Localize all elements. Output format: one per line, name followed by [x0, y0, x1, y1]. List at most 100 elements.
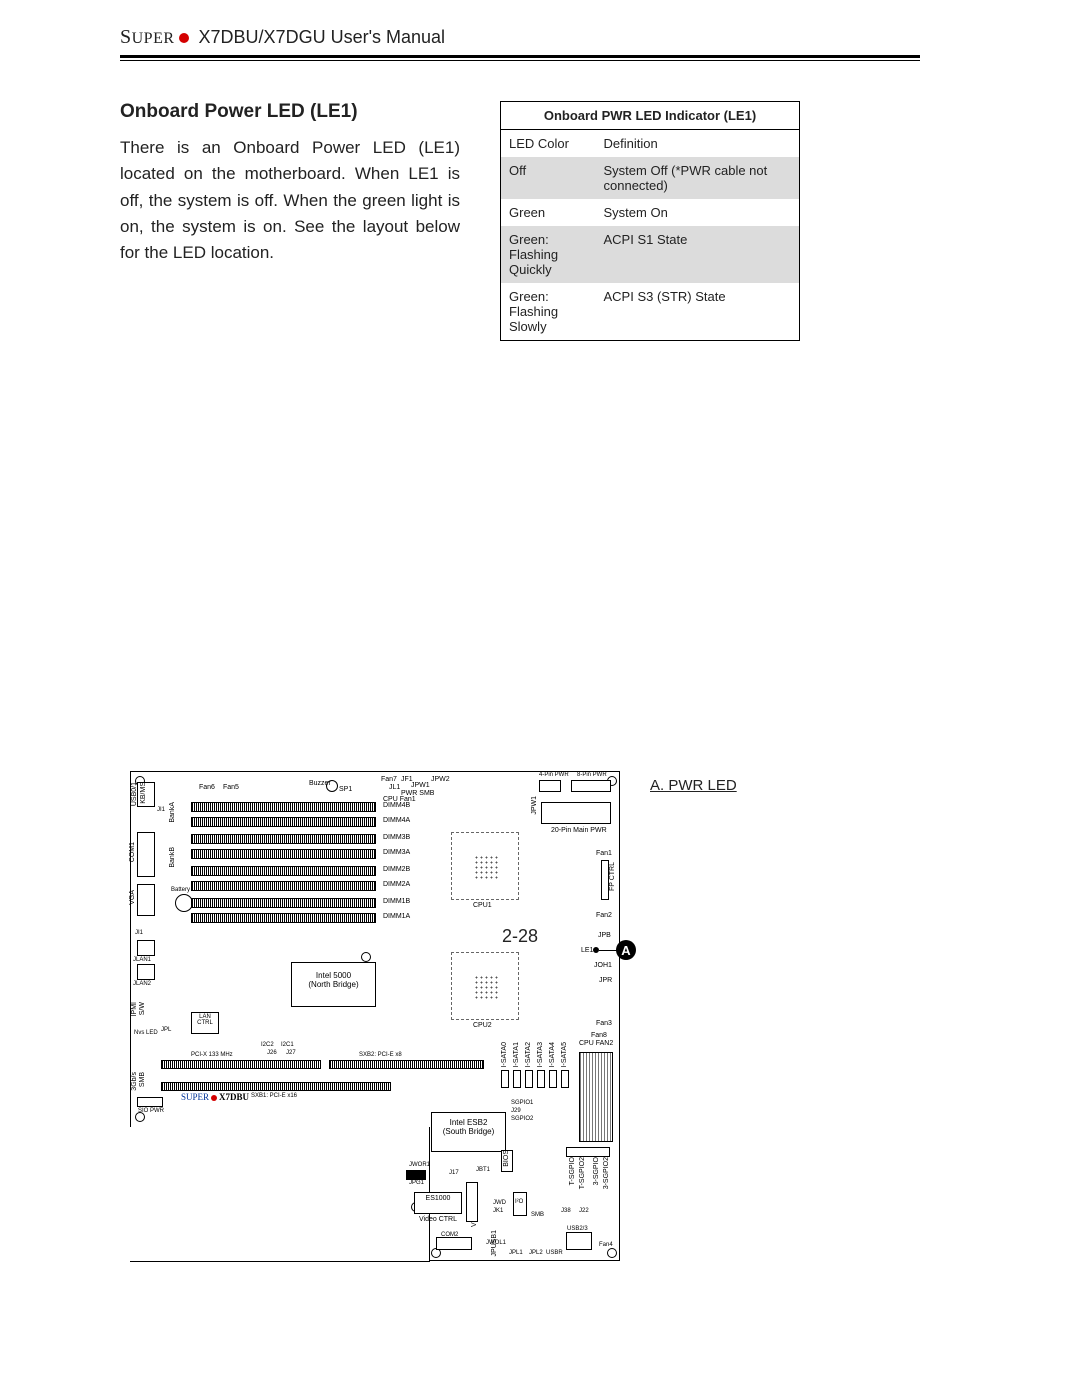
lbl-j17: J17: [449, 1170, 459, 1176]
lbl-tsgpio: T-SGPIO: [569, 1157, 576, 1185]
motherboard-diagram: Fan6 Fan5 Buzzer SP1 Fan7 JF1 JPW1 JPW2 …: [130, 771, 620, 1261]
lbl-sata3: I-SATA3: [537, 1042, 544, 1067]
lbl-fan4: Fan4: [599, 1242, 613, 1248]
lbl-fan7: Fan7: [381, 776, 397, 783]
brand-dot-icon: [179, 33, 189, 43]
lbl-i2o: I²O: [515, 1199, 523, 1205]
lbl-jwol1: JWOL1: [486, 1240, 506, 1246]
table-cell: System On: [596, 199, 800, 226]
lbl-i2c1: I2C1: [281, 1042, 294, 1048]
lbl-jpl: JPL: [161, 1027, 171, 1033]
lbl-usb23: USB2/3: [567, 1226, 588, 1232]
lbl-jl1: JL1: [389, 784, 400, 791]
page-number: 2-28: [120, 926, 920, 947]
table-cell: ACPI S3 (STR) State: [596, 283, 800, 341]
lbl-es1000: ES1000: [415, 1195, 461, 1202]
lbl-jlan2: JLAN2: [133, 981, 151, 987]
lbl-fan6: Fan6: [199, 784, 215, 791]
lbl-brand: X7DBU: [219, 1092, 249, 1102]
lbl-battery: Battery: [171, 887, 190, 893]
table-row: Off System Off (*PWR cable not connected…: [501, 157, 800, 199]
lbl-dimm3b: DIMM3B: [383, 834, 410, 841]
lbl-3sgpio: 3-SGPIO: [593, 1157, 600, 1185]
lbl-usbr: USBR: [546, 1250, 563, 1256]
page-header: SUPER X7DBU/X7DGU User's Manual: [120, 26, 920, 53]
lbl-banka: BankA: [169, 802, 176, 823]
lbl-fpctrl: FP CTRL: [609, 862, 616, 891]
lbl-j38: J38: [561, 1208, 571, 1214]
lbl-sata4: I-SATA4: [549, 1042, 556, 1067]
lbl-sata1: I-SATA1: [513, 1042, 520, 1067]
lbl-jpw1: JPW1: [411, 782, 430, 789]
header-rule-thick: [120, 55, 920, 58]
table-row: Green: Flashing Quickly ACPI S1 State: [501, 226, 800, 283]
lbl-videoctrl: Video CTRL: [419, 1216, 457, 1223]
lbl-le1: LE1: [581, 947, 593, 954]
lbl-jpg1: JPG1: [409, 1180, 424, 1186]
lbl-4pin: 4-Pin PWR: [539, 772, 569, 778]
led-indicator-table: Onboard PWR LED Indicator (LE1) LED Colo…: [500, 101, 800, 341]
lbl-sb2: (South Bridge): [432, 1127, 505, 1136]
lbl-sb1: Intel ESB2: [432, 1118, 505, 1127]
lbl-ctrl: CTRL: [192, 1020, 218, 1026]
lbl-fan5: Fan5: [223, 784, 239, 791]
lbl-brandpre: SUPER: [181, 1092, 209, 1102]
table-row: Green System On: [501, 199, 800, 226]
table-cell: ACPI S1 State: [596, 226, 800, 283]
lbl-mainpwr: 20-Pin Main PWR: [551, 827, 607, 834]
lbl-com2: COM2: [441, 1232, 458, 1238]
table-cell: Off: [501, 157, 596, 199]
lbl-dimm2a: DIMM2A: [383, 881, 410, 888]
lbl-pcix: PCI-X 133 MHz: [191, 1052, 233, 1058]
lbl-sata2: I-SATA2: [525, 1042, 532, 1067]
lbl-jwor1: JWOR1: [409, 1162, 430, 1168]
lbl-sxb2: SXB2: PCI-E x8: [359, 1052, 402, 1058]
lbl-cpu1: CPU1: [473, 902, 492, 909]
lbl-jpl2b: JPL2: [529, 1250, 543, 1256]
lbl-nb1: Intel 5000: [292, 971, 375, 980]
lbl-8pin: 8-Pin PWR: [577, 772, 607, 778]
lbl-cpufan2: CPU FAN2: [579, 1040, 613, 1047]
lbl-sxb1: SXB1: PCI-E x16: [251, 1093, 297, 1099]
lbl-jpl1b: JPL1: [509, 1250, 523, 1256]
lbl-jwd: JWD: [493, 1200, 506, 1206]
lbl-j22: J22: [579, 1208, 589, 1214]
lbl-kbms: KB/MS: [140, 782, 147, 804]
brand-uper: UPER: [132, 30, 175, 47]
lbl-i2c: I2C2: [261, 1042, 274, 1048]
lbl-ji1: JI1: [157, 807, 165, 813]
brand-dot-small-icon: [211, 1095, 217, 1101]
lbl-smb: SMB: [531, 1212, 544, 1218]
table-cell: Green: [501, 199, 596, 226]
lbl-jlan1: JLAN1: [133, 957, 151, 963]
lbl-jpw2: JPW2: [431, 776, 450, 783]
lbl-cpu2: CPU2: [473, 1022, 492, 1029]
lbl-sata0: I-SATA0: [501, 1042, 508, 1067]
lbl-smb2: SMB: [139, 1072, 146, 1087]
lbl-3gbs: 3Gb/s: [131, 1072, 138, 1091]
lbl-j29: J29: [511, 1108, 521, 1114]
lbl-jpr: JPR: [599, 977, 612, 984]
lbl-joh1: JOH1: [594, 962, 612, 969]
callout-a: A. PWR LED: [650, 777, 737, 794]
lbl-sp1: SP1: [339, 786, 352, 793]
table-cell: System Off (*PWR cable not connected): [596, 157, 800, 199]
table-cell: Green: Flashing Quickly: [501, 226, 596, 283]
table-title: Onboard PWR LED Indicator (LE1): [501, 102, 800, 130]
header-rule-thin: [120, 60, 920, 61]
section-paragraph: There is an Onboard Power LED (LE1) loca…: [120, 135, 460, 267]
lbl-dimm1a: DIMM1A: [383, 913, 410, 920]
lbl-dimm4a: DIMM4A: [383, 817, 410, 824]
lbl-usb01: USB0/1: [131, 782, 138, 806]
brand-logo: SUPER: [120, 26, 175, 49]
lbl-jk1: JK1: [493, 1208, 503, 1214]
manual-title: X7DBU/X7DGU User's Manual: [199, 27, 446, 48]
lbl-fan2: Fan2: [596, 912, 612, 919]
lbl-j26: J26: [267, 1050, 277, 1056]
lbl-siopwr: SIO PWR: [138, 1108, 164, 1114]
table-col2-header: Definition: [596, 130, 800, 158]
table-cell: Green: Flashing Slowly: [501, 283, 596, 341]
section-title: Onboard Power LED (LE1): [120, 101, 460, 123]
lbl-sw: S/W: [139, 1002, 146, 1015]
lbl-sgpio2: SGPIO2: [511, 1116, 533, 1122]
